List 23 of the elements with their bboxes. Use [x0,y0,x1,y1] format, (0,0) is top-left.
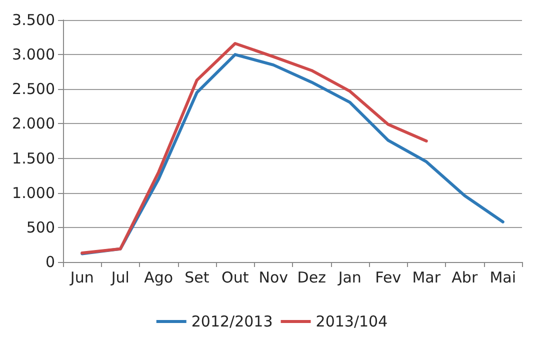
legend-label: 2013/104 [316,312,388,330]
y-tick-label: 2.500 [12,80,55,98]
y-tick-label: 3.000 [12,46,55,64]
legend-label: 2012/2013 [191,312,273,330]
x-tick-label: Out [222,268,249,286]
x-tick-label: Set [184,268,210,286]
x-tick-label: Ago [144,268,174,286]
y-tick-label: 500 [26,218,55,236]
line-series [80,42,428,255]
x-tick-label: Dez [297,268,326,286]
x-tick-label: Jun [69,268,94,286]
x-tick-label: Jan [337,268,362,286]
x-tick-label: Nov [258,268,288,286]
x-tick-label: Mar [412,268,442,286]
y-tick-label: 3.500 [12,11,55,29]
x-tick-label: Fev [375,268,402,286]
y-tick-label: 1.000 [12,184,55,202]
y-tick-label: 2.000 [12,114,55,133]
x-tick-label: Jul [110,268,130,286]
x-tick-label: Mai [490,268,516,286]
y-tick-label: 0 [45,253,55,271]
y-tick-label: 1.500 [12,149,55,168]
x-tick-label: Abr [452,268,478,286]
